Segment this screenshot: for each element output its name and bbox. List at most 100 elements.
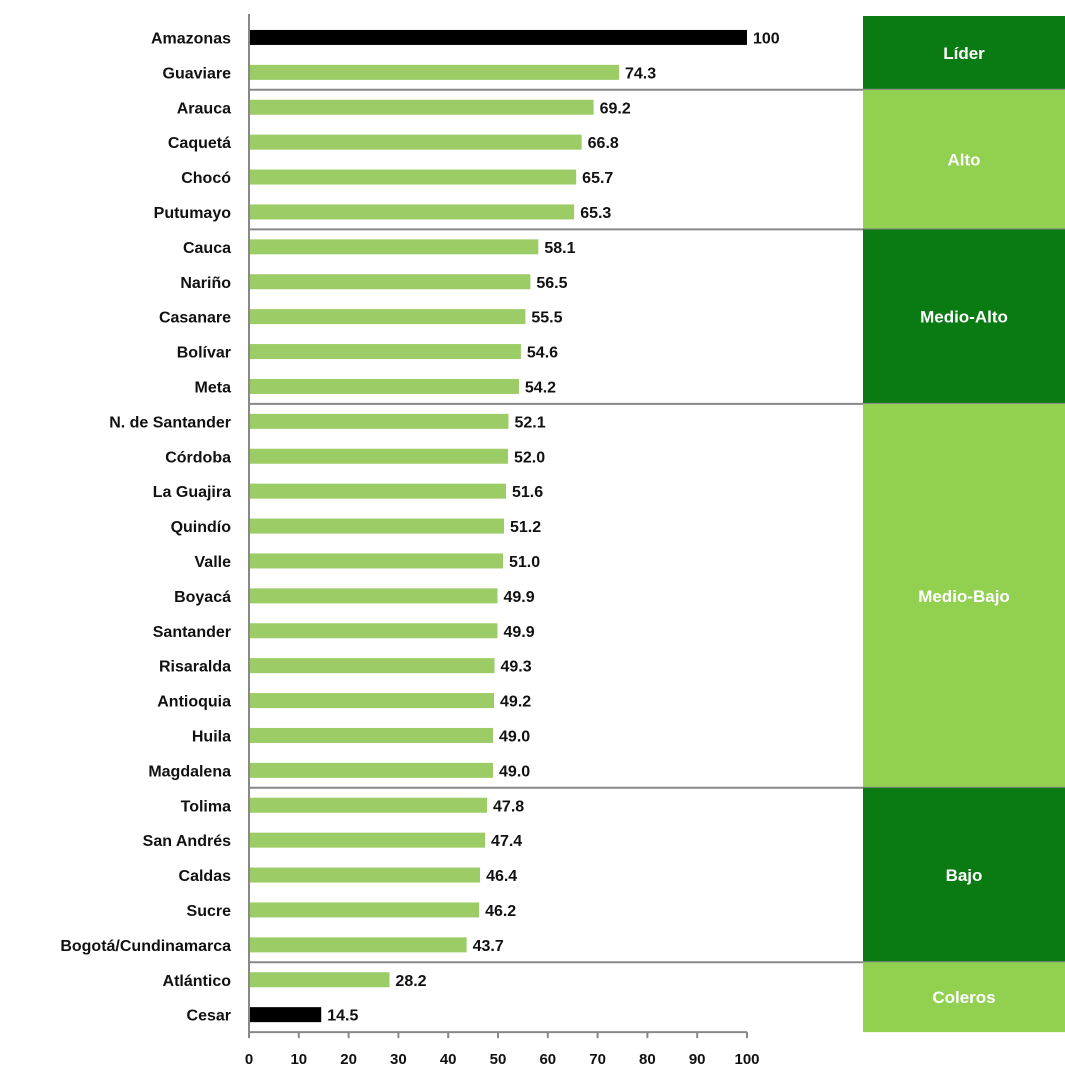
category-label: Tolima [181, 798, 231, 815]
data-label: 46.2 [485, 903, 516, 920]
data-label: 46.4 [486, 868, 517, 885]
bar [249, 134, 582, 150]
data-label: 51.0 [509, 554, 540, 571]
x-tick-label: 40 [440, 1051, 457, 1068]
data-label: 54.2 [525, 379, 556, 396]
bar [249, 413, 509, 429]
bar [249, 727, 494, 743]
bar [249, 937, 467, 953]
data-label: 49.3 [501, 659, 532, 676]
category-label: Casanare [159, 310, 231, 327]
data-label: 100 [753, 30, 780, 47]
x-tick-label: 0 [245, 1051, 253, 1068]
bar [249, 169, 577, 185]
category-label: Valle [195, 554, 232, 571]
data-label: 58.1 [544, 240, 575, 257]
data-label: 56.5 [536, 275, 567, 292]
group-label: Alto [947, 151, 980, 170]
data-label: 28.2 [395, 973, 426, 990]
bar [249, 274, 531, 290]
data-label: 43.7 [473, 938, 504, 955]
category-label: Chocó [181, 170, 231, 187]
category-label: Cesar [187, 1008, 231, 1025]
data-label: 49.2 [500, 694, 531, 711]
bar [249, 693, 495, 709]
x-tick-label: 100 [734, 1051, 759, 1068]
category-label: Putumayo [154, 205, 232, 222]
bar [249, 483, 506, 499]
bar [249, 588, 498, 604]
data-label: 65.3 [580, 205, 611, 222]
group-panel [863, 787, 1065, 963]
category-label: Amazonas [151, 30, 231, 47]
category-label: Caquetá [168, 135, 231, 152]
category-label: Risaralda [159, 659, 231, 676]
category-label: Córdoba [165, 449, 231, 466]
data-label: 54.6 [527, 345, 558, 362]
data-label: 51.6 [512, 484, 543, 501]
bar [249, 204, 575, 220]
x-tick-label: 70 [589, 1051, 606, 1068]
group-panel [863, 962, 1065, 1033]
bar [249, 29, 747, 45]
x-tick-label: 80 [639, 1051, 656, 1068]
category-label: Bolívar [177, 345, 231, 362]
bar [249, 344, 521, 360]
bar [249, 553, 503, 569]
group-panel [863, 16, 1065, 90]
category-label: Magdalena [148, 763, 231, 780]
group-label: Medio-Bajo [918, 587, 1010, 606]
data-label: 14.5 [327, 1008, 358, 1025]
x-tick-label: 60 [539, 1051, 556, 1068]
bar [249, 309, 526, 325]
x-tick-label: 30 [390, 1051, 407, 1068]
bar [249, 64, 620, 80]
data-label: 49.0 [499, 763, 530, 780]
data-label: 66.8 [588, 135, 619, 152]
bar [249, 902, 480, 918]
data-label: 69.2 [600, 100, 631, 117]
category-label: Atlántico [163, 973, 232, 990]
group-label: Bajo [946, 866, 983, 885]
x-tick-label: 10 [290, 1051, 307, 1068]
bar [249, 762, 494, 778]
bar [249, 1007, 322, 1023]
category-label: Meta [195, 379, 232, 396]
data-label: 74.3 [625, 65, 656, 82]
data-label: 52.0 [514, 449, 545, 466]
category-label: San Andrés [143, 833, 231, 850]
data-label: 51.2 [510, 519, 541, 536]
bar [249, 972, 390, 988]
bar [249, 518, 504, 534]
category-label: Boyacá [174, 589, 231, 606]
data-label: 47.8 [493, 798, 524, 815]
category-label: Caldas [179, 868, 232, 885]
category-label: Antioquia [157, 694, 231, 711]
data-label: 65.7 [582, 170, 613, 187]
category-label: Nariño [180, 275, 231, 292]
category-label: Cauca [183, 240, 231, 257]
bar [249, 448, 508, 464]
x-tick-label: 90 [689, 1051, 706, 1068]
bar [249, 658, 495, 674]
group-panel [863, 229, 1065, 404]
data-label: 49.9 [504, 589, 535, 606]
category-label: La Guajira [153, 484, 231, 501]
group-panel [863, 89, 1065, 230]
group-label: Coleros [932, 988, 995, 1007]
bar [249, 378, 519, 394]
category-label: Santander [153, 624, 231, 641]
category-label: Quindío [171, 519, 232, 536]
data-label: 49.0 [499, 728, 530, 745]
category-label: Bogotá/Cundinamarca [60, 938, 231, 955]
bar [249, 867, 481, 883]
bar [249, 623, 498, 639]
category-label: N. de Santander [109, 414, 231, 431]
category-label: Guaviare [163, 65, 232, 82]
x-tick-label: 20 [340, 1051, 357, 1068]
bar [249, 239, 539, 255]
x-tick-label: 50 [490, 1051, 507, 1068]
bar [249, 832, 486, 848]
data-label: 47.4 [491, 833, 522, 850]
